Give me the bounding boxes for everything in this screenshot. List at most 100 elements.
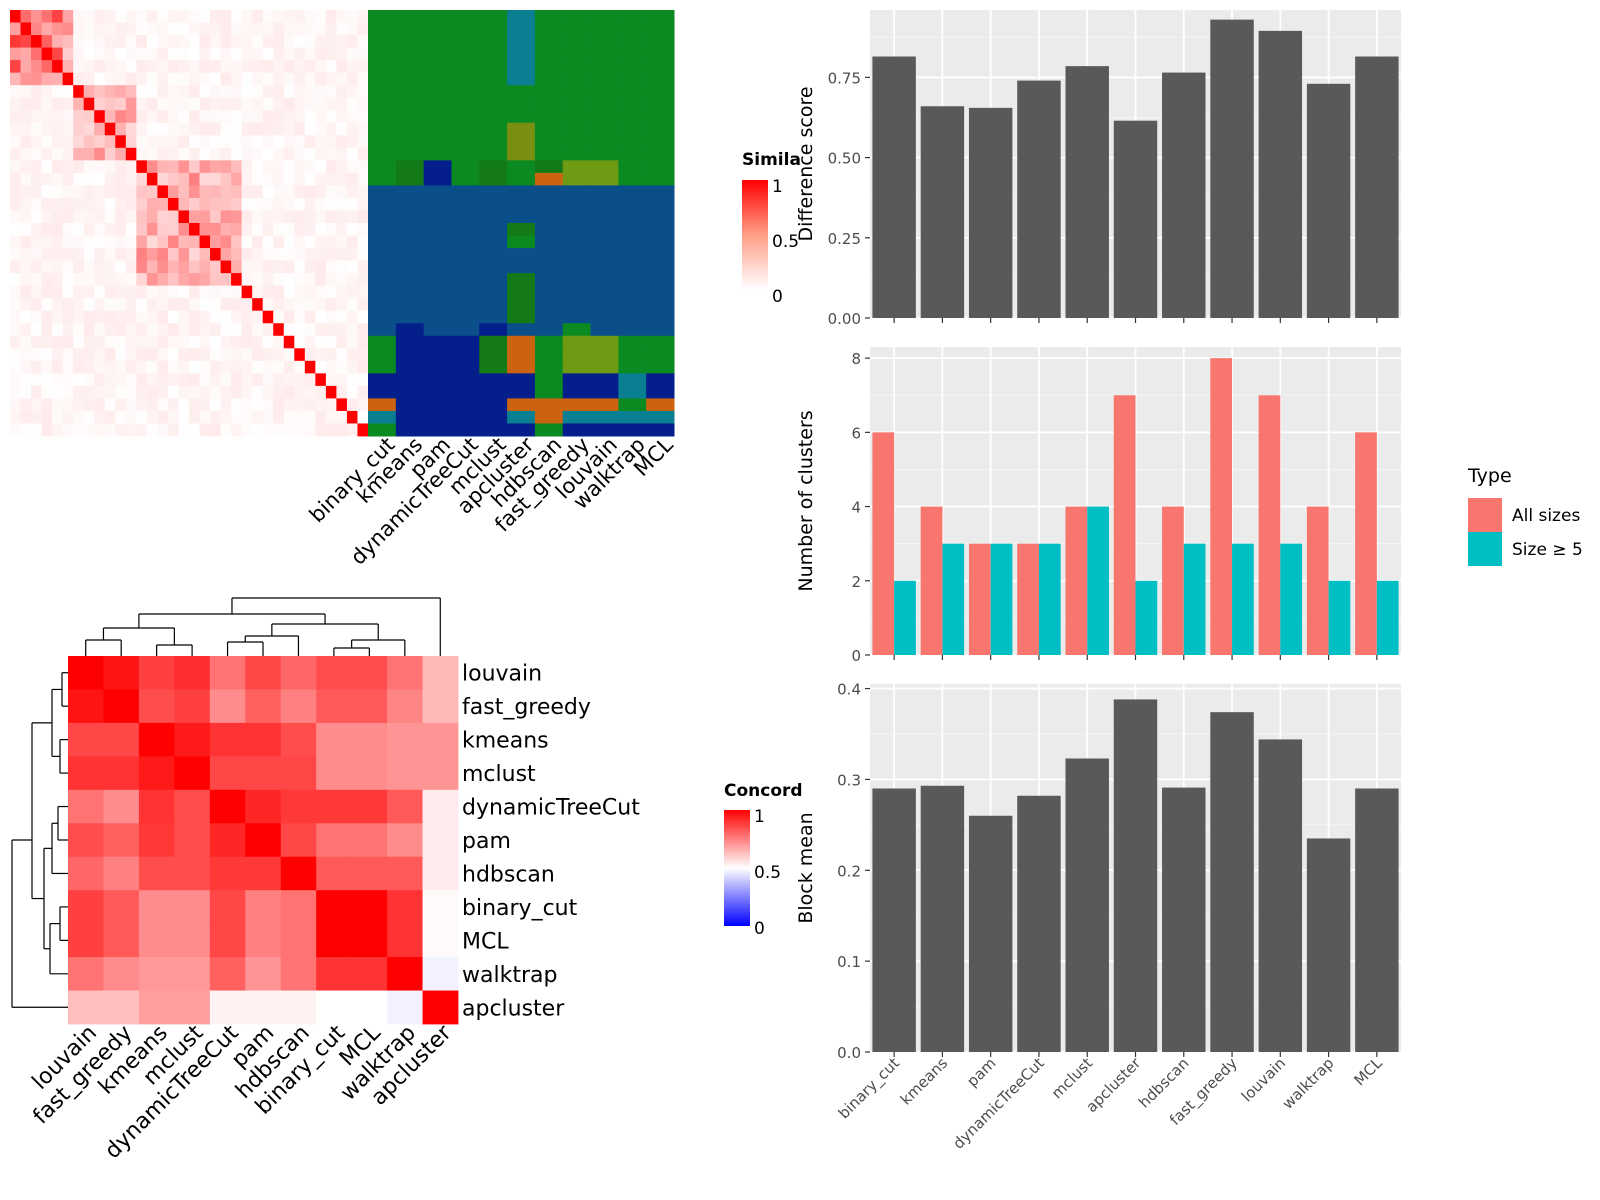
concordance-cell <box>316 656 353 690</box>
similarity-cell <box>146 22 158 36</box>
similarity-cell <box>73 197 85 211</box>
similarity-cell <box>94 35 106 48</box>
similarity-cell <box>262 47 274 61</box>
similarity-cell <box>336 323 348 337</box>
similarity-cell <box>315 360 327 374</box>
concordance-row-label: hdbscan <box>462 862 555 887</box>
cluster-assignment-cell <box>562 135 592 149</box>
similarity-cell <box>252 398 264 412</box>
cluster-assignment-cell <box>479 185 508 199</box>
similarity-cell <box>94 147 106 161</box>
cluster-assignment-cell <box>646 385 675 399</box>
similarity-cell <box>94 210 106 224</box>
bar <box>1210 712 1254 1052</box>
cluster-assignment-cell <box>368 423 397 437</box>
similarity-cell <box>62 135 74 149</box>
similarity-cell <box>94 223 106 236</box>
cluster-assignment-cell <box>451 72 480 86</box>
similarity-cell <box>83 423 95 437</box>
similarity-cell <box>104 197 116 211</box>
similarity-cell <box>325 47 337 61</box>
similarity-cell <box>199 223 211 236</box>
cluster-assignment-cell <box>618 147 647 161</box>
similarity-cell <box>346 423 358 437</box>
similarity-cell <box>73 210 85 224</box>
concordance-cell <box>280 823 317 858</box>
similarity-cell <box>241 22 253 36</box>
similarity-cell <box>336 385 348 399</box>
similarity-cell <box>94 360 106 374</box>
similarity-cell <box>41 423 53 437</box>
similarity-cell <box>94 197 106 211</box>
cluster-assignment-cell <box>368 398 397 412</box>
similarity-cell <box>336 97 348 111</box>
similarity-cell <box>189 122 200 136</box>
similarity-cell <box>357 60 369 74</box>
similarity-cell <box>41 85 53 99</box>
similarity-cell <box>94 47 106 61</box>
cluster-assignment-cell <box>646 60 675 74</box>
similarity-cell <box>294 60 306 74</box>
y-tick-label: 0.2 <box>837 862 861 880</box>
similarity-cell <box>231 285 243 299</box>
similarity-cell <box>73 223 85 236</box>
similarity-cell <box>252 22 264 36</box>
similarity-cell <box>157 122 169 136</box>
bar <box>968 107 1013 319</box>
cluster-assignment-cell <box>368 10 397 24</box>
cluster-assignment-cell <box>451 360 480 374</box>
bar-size-ge-5 <box>1135 580 1158 655</box>
similarity-cell <box>199 110 211 124</box>
similarity-cell <box>346 385 358 399</box>
cluster-assignment-cell <box>646 185 675 199</box>
similarity-cell <box>125 310 137 324</box>
cluster-assignment-cell <box>507 72 536 86</box>
similarity-cell <box>20 72 32 86</box>
similarity-cell <box>294 172 306 186</box>
similarity-cell <box>283 373 295 387</box>
similarity-cell <box>115 147 127 161</box>
similarity-cell <box>157 160 169 174</box>
similarity-cell <box>167 423 179 437</box>
similarity-cell <box>125 285 137 299</box>
similarity-cell <box>273 185 285 199</box>
similarity-cell <box>262 72 274 86</box>
similarity-cell <box>273 248 285 261</box>
similarity-cell <box>136 122 148 136</box>
cluster-assignment-cell <box>507 423 536 437</box>
similarity-cell <box>94 373 106 387</box>
cluster-assignment-cell <box>423 197 452 211</box>
similarity-cell <box>62 72 74 86</box>
similarity-cell <box>294 323 306 337</box>
similarity-cell <box>167 160 179 174</box>
similarity-cell <box>10 122 21 136</box>
similarity-cell <box>136 72 148 86</box>
similarity-cell <box>41 235 53 249</box>
similarity-cell <box>357 35 369 48</box>
cluster-assignment-cell <box>534 22 564 36</box>
similarity-cell <box>273 423 285 437</box>
similarity-cell <box>41 298 53 312</box>
similarity-cell <box>210 298 221 312</box>
cluster-assignment-cell <box>534 160 564 174</box>
concordance-cell <box>209 890 246 925</box>
similarity-cell <box>357 373 369 387</box>
cluster-assignment-cell <box>395 323 425 337</box>
similarity-cell <box>304 423 316 437</box>
similarity-cell <box>189 398 200 412</box>
similarity-cell <box>157 335 169 349</box>
similarity-cell <box>357 360 369 374</box>
similarity-cell <box>241 60 253 74</box>
similarity-cell <box>325 10 337 23</box>
similarity-cell <box>189 10 200 23</box>
cluster-assignment-cell <box>618 360 647 374</box>
similarity-cell <box>62 298 74 312</box>
x-tick-label: walktrap <box>1279 1054 1338 1113</box>
similarity-cell <box>31 97 42 111</box>
similarity-cell <box>62 348 74 362</box>
similarity-cell <box>283 298 295 312</box>
similarity-cell <box>41 185 53 199</box>
cluster-assignment-cell <box>534 410 564 424</box>
